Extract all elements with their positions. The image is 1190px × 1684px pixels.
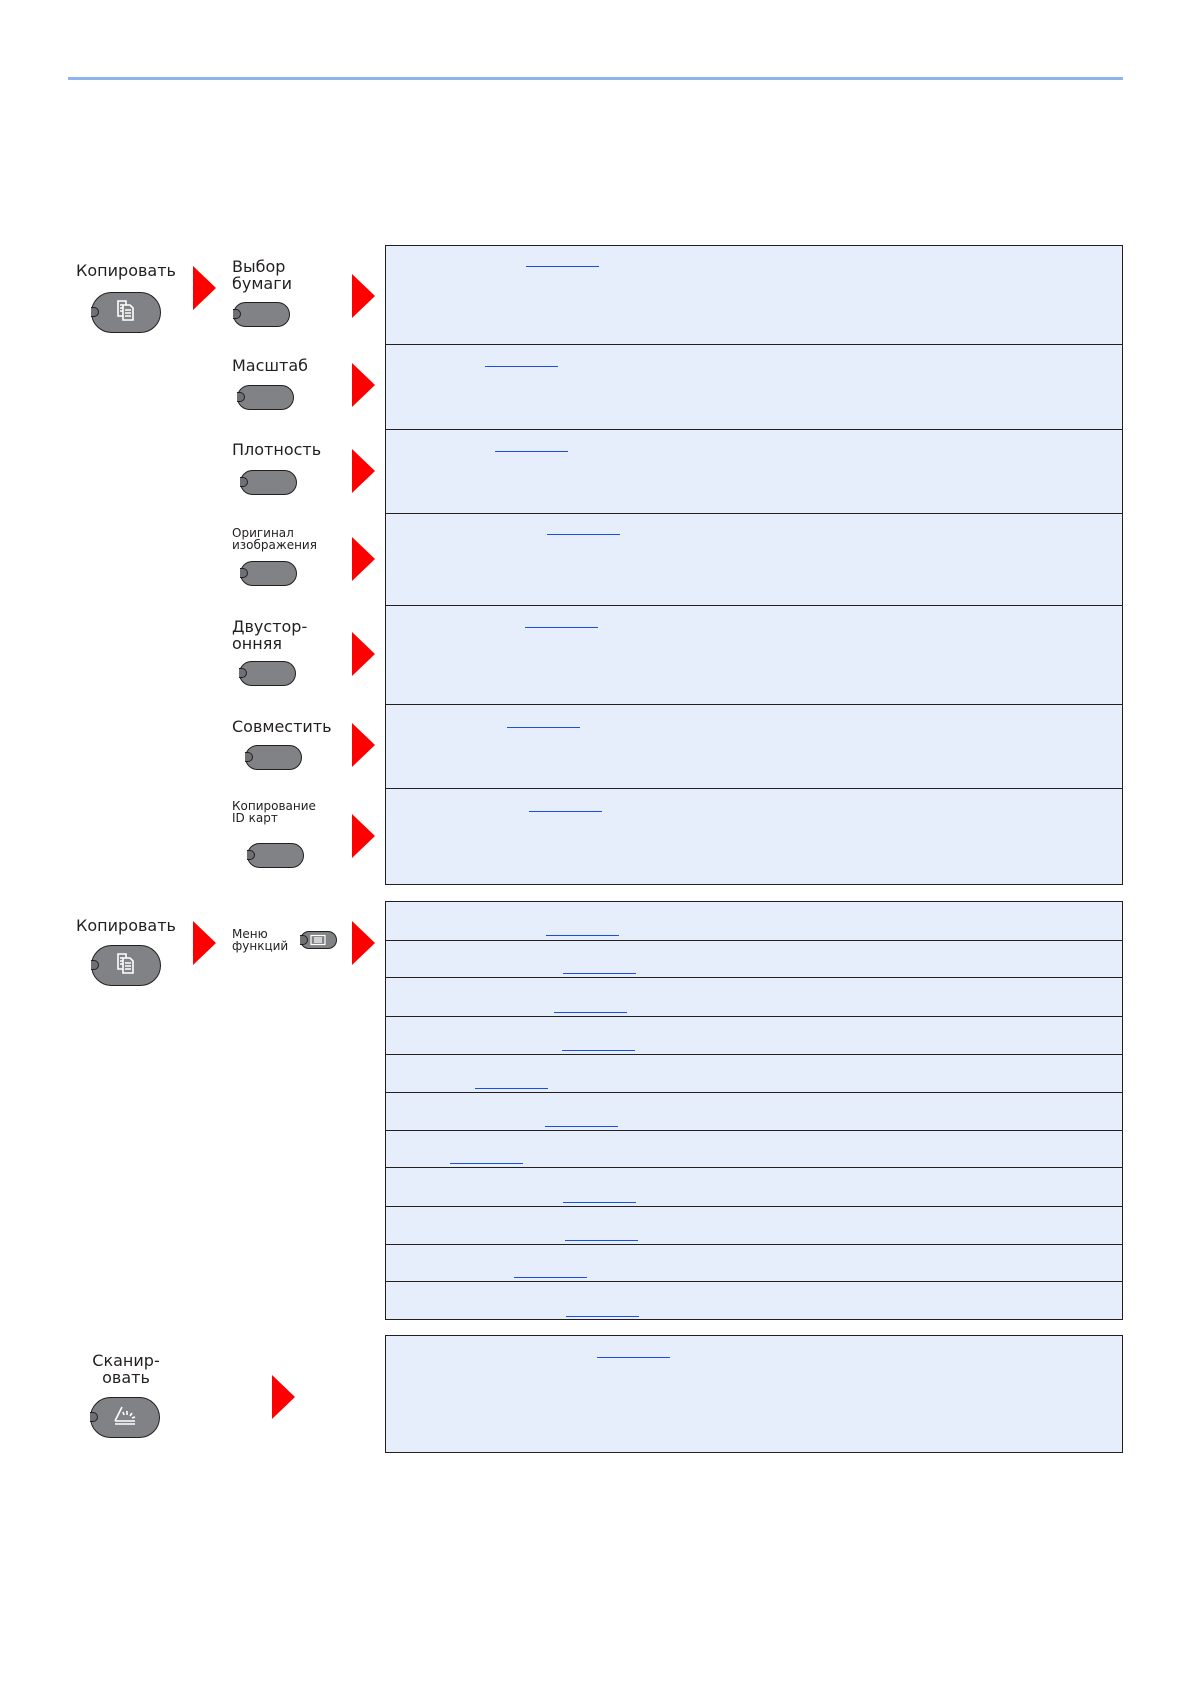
table-row (386, 245, 1122, 344)
table-row (386, 788, 1122, 886)
table-row (386, 940, 1122, 978)
led-indicator (238, 668, 247, 678)
list-icon (310, 931, 326, 950)
page-reference-link[interactable] (485, 366, 558, 367)
table-row (386, 513, 1122, 606)
arrow-icon (193, 266, 216, 310)
page-reference-link[interactable] (545, 1126, 618, 1127)
page-reference-link[interactable] (529, 811, 602, 812)
page-reference-link[interactable] (563, 1202, 636, 1203)
led-indicator (239, 477, 248, 487)
page-reference-link[interactable] (562, 1050, 635, 1051)
arrow-icon (352, 274, 375, 318)
key-label: Двустор-онняя (232, 617, 308, 653)
page-reference-link[interactable] (597, 1357, 670, 1358)
page-reference-link[interactable] (450, 1163, 523, 1164)
copy-key-button[interactable] (91, 944, 161, 986)
page-reference-link[interactable] (554, 1012, 627, 1013)
key-label: Оригинал изображения (232, 526, 317, 552)
led-indicator (244, 752, 253, 762)
header-rule (68, 77, 1123, 80)
function-key-button[interactable] (236, 384, 294, 410)
page-reference-link[interactable] (507, 727, 580, 728)
arrow-icon (193, 921, 216, 965)
function-key-button[interactable] (239, 469, 297, 495)
table-row (386, 1244, 1122, 1282)
table-row (386, 1130, 1122, 1168)
page-reference-link[interactable] (547, 534, 620, 535)
table-row (386, 1167, 1122, 1207)
led-indicator (91, 307, 99, 317)
settings-box-copy (385, 245, 1123, 885)
arrow-icon (352, 921, 375, 965)
table-row (386, 1206, 1122, 1245)
table-row (386, 704, 1122, 789)
arrow-icon (272, 1375, 295, 1419)
arrow-icon (352, 632, 375, 676)
scan-key-button[interactable] (90, 1396, 160, 1438)
key-label: Плотность (232, 440, 322, 459)
copy-icon (114, 951, 138, 979)
led-indicator (299, 935, 308, 945)
arrow-icon (352, 814, 375, 858)
led-indicator (239, 568, 248, 578)
key-label: Копирование ID карт (232, 799, 316, 825)
table-row (386, 1281, 1122, 1321)
function-key-button[interactable] (239, 560, 297, 586)
page-reference-link[interactable] (563, 973, 636, 974)
page-reference-link[interactable] (566, 1316, 639, 1317)
copy-key-button[interactable] (91, 291, 161, 333)
page-reference-link[interactable] (546, 935, 619, 936)
table-row (386, 344, 1122, 430)
key-label: Копировать (76, 916, 176, 935)
page-reference-link[interactable] (526, 266, 599, 267)
arrow-icon (352, 363, 375, 407)
table-row (386, 1335, 1122, 1453)
key-label: Совместить (232, 717, 332, 736)
key-label: Меню функций (232, 927, 289, 953)
led-indicator (246, 850, 255, 860)
function-key-button[interactable] (244, 744, 302, 770)
table-row (386, 1016, 1122, 1055)
led-indicator (236, 392, 245, 402)
page-reference-link[interactable] (475, 1088, 548, 1089)
table-row (386, 429, 1122, 514)
key-label: Копировать (76, 261, 176, 280)
scanner-icon (112, 1403, 138, 1431)
key-label: Сканир-овать (92, 1351, 160, 1387)
key-label: Масштаб (232, 356, 309, 375)
led-indicator (232, 309, 241, 319)
arrow-icon (352, 449, 375, 493)
settings-box-scan (385, 1335, 1123, 1453)
function-key-button[interactable] (238, 660, 296, 686)
page-reference-link[interactable] (514, 1277, 587, 1278)
function-key-button[interactable] (232, 301, 290, 327)
copy-icon (114, 298, 138, 326)
key-label: Выбор бумаги (232, 257, 293, 293)
arrow-icon (352, 723, 375, 767)
page-reference-link[interactable] (525, 627, 598, 628)
table-row (386, 605, 1122, 705)
page-reference-link[interactable] (495, 451, 568, 452)
settings-box-function-menu (385, 901, 1123, 1320)
arrow-icon (352, 537, 375, 581)
led-indicator (90, 1412, 98, 1422)
table-row (386, 901, 1122, 940)
led-indicator (91, 960, 99, 970)
table-row (386, 1054, 1122, 1093)
table-row (386, 977, 1122, 1017)
page-reference-link[interactable] (565, 1240, 638, 1241)
table-row (386, 1092, 1122, 1131)
function-key-button[interactable] (246, 842, 304, 868)
function-menu-button[interactable] (299, 931, 337, 950)
